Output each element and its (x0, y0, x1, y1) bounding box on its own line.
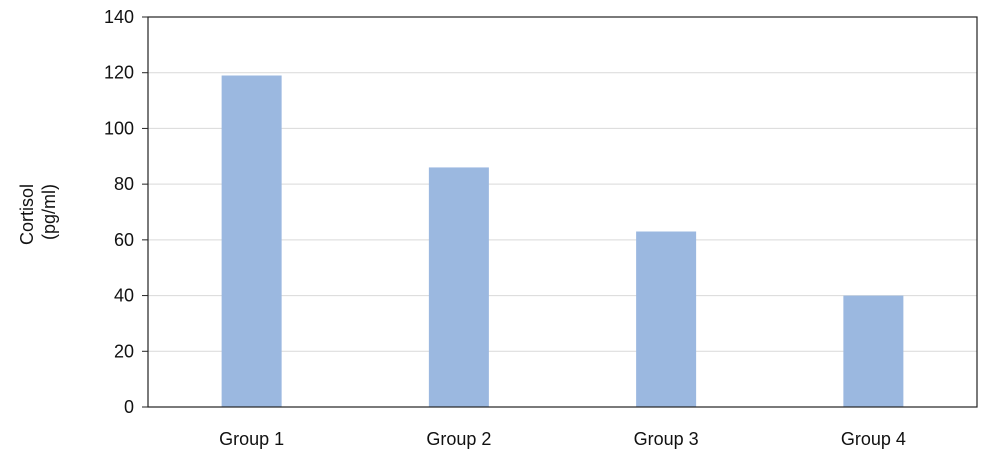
y-tick-label: 20 (114, 341, 134, 361)
plot-frame (147, 16, 978, 408)
x-tick-label: Group 3 (634, 429, 699, 449)
y-tick-label: 60 (114, 230, 134, 250)
y-axis-title-line-2: (pg/ml) (39, 184, 59, 240)
gridlines (148, 72, 977, 352)
x-tick-labels: Group 1 Group 2 Group 3 Group 4 (219, 429, 906, 449)
bar-group-2 (428, 167, 489, 407)
y-axis-title-line-1: Cortisol (17, 184, 37, 245)
bars (221, 75, 904, 407)
y-tick-label: 40 (114, 286, 134, 306)
x-tick-label: Group 4 (841, 429, 906, 449)
y-tick-label: 140 (104, 7, 134, 27)
y-tick-label: 120 (104, 63, 134, 83)
y-tick-labels: 0 20 40 60 80 100 120 140 (104, 7, 134, 417)
y-tick-label: 100 (104, 118, 134, 138)
y-tick-label: 0 (124, 397, 134, 417)
axes (142, 16, 978, 408)
bar-group-4 (843, 295, 904, 407)
bar-group-1 (221, 75, 282, 407)
y-axis-title: Cortisol (pg/ml) (17, 179, 59, 245)
x-tick-label: Group 2 (426, 429, 491, 449)
x-tick-label: Group 1 (219, 429, 284, 449)
bar-group-3 (636, 231, 697, 407)
y-tick-label: 80 (114, 174, 134, 194)
